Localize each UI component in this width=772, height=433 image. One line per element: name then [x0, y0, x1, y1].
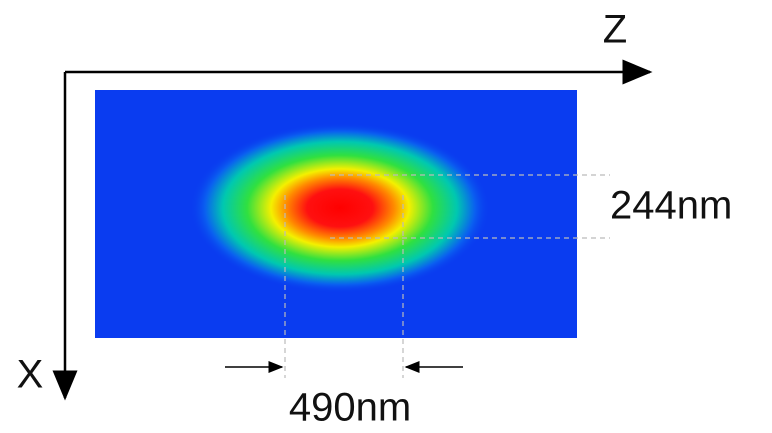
figure: Z X 244nm 490nm [0, 0, 772, 433]
page: {"axes": {"horizontal": "Z", "vertical":… [0, 0, 772, 433]
axis-label: Z [603, 8, 627, 52]
dimension-label: 490nm [289, 386, 411, 430]
dimension-label: 244nm [610, 184, 732, 228]
axis-label: X [17, 353, 44, 397]
focal-spot [190, 123, 490, 293]
